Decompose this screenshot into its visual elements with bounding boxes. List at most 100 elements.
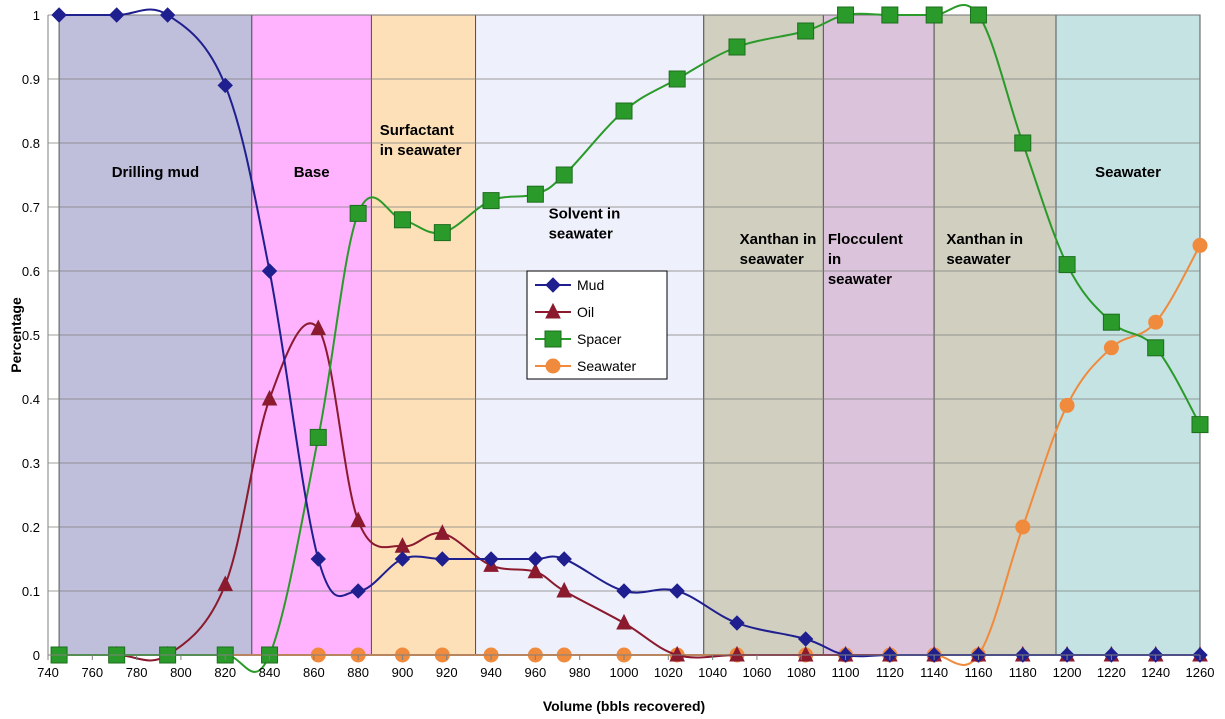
data-point <box>837 6 855 24</box>
legend-item: Oil <box>535 302 594 320</box>
data-point <box>1147 339 1165 357</box>
zone-label: seawater <box>549 225 613 242</box>
legend-item: Spacer <box>535 330 622 348</box>
data-point <box>261 263 278 279</box>
data-point <box>616 583 632 599</box>
x-tick-label: 920 <box>436 665 458 680</box>
data-point <box>881 6 899 24</box>
legend-item: Mud <box>535 277 604 293</box>
y-tick-label: 0.9 <box>22 72 40 87</box>
data-point <box>1192 237 1208 253</box>
legend-marker <box>545 277 561 293</box>
x-tick-label: 1100 <box>832 665 860 680</box>
x-tick-label: 1140 <box>920 665 948 680</box>
y-tick-label: 0.4 <box>22 392 40 407</box>
data-point <box>797 645 814 662</box>
data-point <box>668 70 686 88</box>
x-tick-label: 1240 <box>1141 665 1170 680</box>
data-point <box>433 224 451 242</box>
data-point <box>434 551 451 567</box>
y-tick-label: 0.3 <box>22 456 40 471</box>
x-tick-label: 1120 <box>876 665 904 680</box>
x-tick-label: 1080 <box>787 665 816 680</box>
data-point <box>393 211 411 229</box>
x-tick-label: 1000 <box>610 665 639 680</box>
zone-label: Base <box>294 164 330 181</box>
y-tick-label: 1 <box>33 8 40 23</box>
x-tick-label: 1180 <box>1009 665 1037 680</box>
legend-label: Mud <box>577 277 604 293</box>
data-point <box>728 38 746 56</box>
x-tick-label: 1160 <box>964 665 992 680</box>
x-tick-label: 900 <box>392 665 414 680</box>
data-point <box>1059 397 1075 413</box>
data-point <box>527 551 544 567</box>
data-point <box>526 185 544 203</box>
legend-marker <box>544 330 562 348</box>
x-tick-label: 800 <box>170 665 192 680</box>
legend: Mud Oil Spacer Seawater <box>526 270 668 380</box>
data-point <box>527 562 544 579</box>
data-point <box>1014 134 1032 152</box>
legend-marker <box>545 302 561 319</box>
data-point <box>159 7 176 23</box>
x-axis-title: Volume (bbls recovered) <box>543 698 705 714</box>
data-point <box>483 551 499 567</box>
x-tick-label: 820 <box>214 665 236 680</box>
zone-label: Xanthan in <box>946 231 1023 248</box>
x-tick-label: 1200 <box>1053 665 1082 680</box>
data-point <box>310 551 326 567</box>
y-axis-title: Percentage <box>8 297 24 373</box>
x-tick-label: 1060 <box>742 665 771 680</box>
data-point <box>350 511 366 528</box>
zone-label: Xanthan in <box>740 231 817 248</box>
x-tick-label: 960 <box>525 665 547 680</box>
x-tick-label: 760 <box>81 665 103 680</box>
data-point <box>1148 314 1164 330</box>
data-point <box>1103 340 1119 356</box>
y-tick-label: 0.6 <box>22 264 40 279</box>
zone-label: in <box>828 251 841 268</box>
data-point <box>349 204 367 222</box>
x-tick-label: 860 <box>303 665 325 680</box>
zone-label: Drilling mud <box>112 164 200 181</box>
x-tick-label: 880 <box>347 665 369 680</box>
data-point <box>482 192 500 210</box>
zone-label: Flocculent <box>828 231 903 248</box>
data-point <box>797 22 815 40</box>
data-point <box>1015 519 1031 535</box>
data-point <box>729 645 745 662</box>
tick-labels: 740 760 780 800 820 840 860 880 900 920 940 960 980 1… <box>22 8 1215 680</box>
legend-label: Seawater <box>577 358 636 374</box>
data-point <box>797 631 814 647</box>
x-tick-label: 940 <box>480 665 502 680</box>
data-point <box>310 319 327 336</box>
data-point <box>615 102 633 120</box>
x-tick-label: 1220 <box>1097 665 1126 680</box>
data-point <box>309 428 327 446</box>
data-point <box>556 581 572 598</box>
x-tick-label: 980 <box>569 665 591 680</box>
x-tick-label: 780 <box>126 665 148 680</box>
y-tick-label: 0.7 <box>22 200 40 215</box>
y-tick-label: 0.8 <box>22 136 40 151</box>
data-point <box>1102 313 1120 331</box>
y-tick-label: 0.2 <box>22 520 40 535</box>
y-tick-label: 0.1 <box>22 584 40 599</box>
series-spacer <box>50 4 1209 673</box>
data-point <box>925 6 943 24</box>
zone-label: seawater <box>946 251 1010 268</box>
legend-marker <box>545 358 561 374</box>
data-point <box>217 575 234 592</box>
zone-label: Solvent in <box>549 205 621 222</box>
y-tick-label: 0 <box>33 648 40 663</box>
legend-label: Spacer <box>577 331 622 347</box>
zone-label: Seawater <box>1095 164 1161 181</box>
axes <box>47 15 1201 660</box>
data-point <box>969 6 987 24</box>
data-point <box>51 7 67 23</box>
zone-label: seawater <box>740 251 804 268</box>
data-point <box>1058 256 1076 274</box>
x-tick-label: 1020 <box>654 665 683 680</box>
